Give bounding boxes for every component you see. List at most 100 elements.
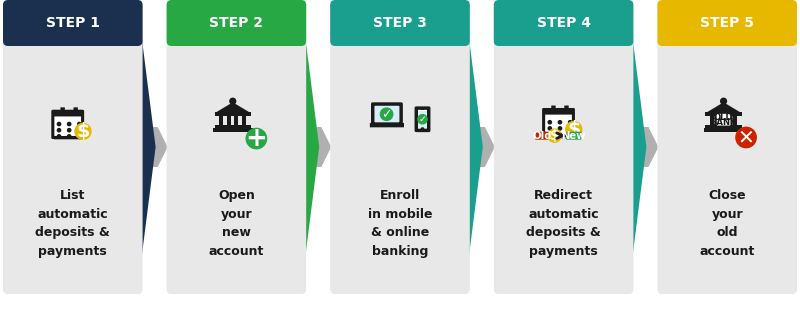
Bar bbox=[375, 106, 399, 122]
Circle shape bbox=[569, 121, 572, 124]
Circle shape bbox=[558, 133, 562, 136]
Polygon shape bbox=[706, 102, 742, 113]
Bar bbox=[242, 115, 246, 126]
Polygon shape bbox=[465, 5, 482, 289]
FancyBboxPatch shape bbox=[373, 104, 401, 124]
Text: $: $ bbox=[76, 122, 90, 141]
Polygon shape bbox=[473, 127, 494, 167]
Text: Redirect
automatic
deposits &
payments: Redirect automatic deposits & payments bbox=[526, 189, 601, 258]
FancyBboxPatch shape bbox=[544, 108, 574, 115]
Circle shape bbox=[418, 115, 427, 124]
Circle shape bbox=[736, 127, 756, 148]
FancyBboxPatch shape bbox=[564, 105, 569, 111]
FancyBboxPatch shape bbox=[61, 107, 65, 113]
Bar bbox=[544, 135, 573, 136]
FancyBboxPatch shape bbox=[658, 0, 797, 46]
Text: STEP 4: STEP 4 bbox=[537, 16, 590, 30]
FancyBboxPatch shape bbox=[494, 0, 634, 46]
Bar bbox=[234, 115, 238, 126]
Bar bbox=[214, 125, 251, 129]
Bar bbox=[710, 115, 714, 126]
FancyBboxPatch shape bbox=[658, 0, 797, 294]
Bar bbox=[718, 115, 722, 126]
Circle shape bbox=[78, 135, 81, 138]
Bar bbox=[418, 111, 427, 128]
Polygon shape bbox=[214, 102, 251, 113]
Bar bbox=[706, 125, 742, 129]
Circle shape bbox=[67, 135, 71, 138]
Text: OLD: OLD bbox=[714, 113, 734, 122]
Text: Enroll
in mobile
& online
banking: Enroll in mobile & online banking bbox=[368, 189, 432, 258]
Circle shape bbox=[548, 121, 551, 124]
Circle shape bbox=[558, 127, 562, 130]
Bar bbox=[499, 23, 629, 41]
Text: List
automatic
deposits &
payments: List automatic deposits & payments bbox=[35, 189, 110, 258]
Text: STEP 3: STEP 3 bbox=[373, 16, 427, 30]
Bar bbox=[54, 137, 82, 138]
Circle shape bbox=[569, 127, 572, 130]
Text: STEP 5: STEP 5 bbox=[700, 16, 754, 30]
Bar bbox=[219, 115, 223, 126]
Polygon shape bbox=[637, 127, 658, 167]
FancyBboxPatch shape bbox=[566, 132, 582, 140]
Circle shape bbox=[566, 122, 582, 137]
FancyBboxPatch shape bbox=[535, 132, 548, 140]
Bar bbox=[8, 23, 138, 41]
Circle shape bbox=[721, 98, 726, 104]
Text: Close
your
old
account: Close your old account bbox=[699, 189, 755, 258]
Circle shape bbox=[58, 135, 61, 138]
Circle shape bbox=[381, 108, 393, 120]
Bar bbox=[704, 128, 743, 132]
FancyBboxPatch shape bbox=[166, 0, 306, 46]
Text: ✕: ✕ bbox=[738, 128, 754, 147]
Circle shape bbox=[67, 122, 71, 126]
FancyBboxPatch shape bbox=[715, 113, 731, 126]
Circle shape bbox=[422, 128, 424, 131]
FancyBboxPatch shape bbox=[3, 0, 142, 294]
Bar bbox=[54, 139, 82, 140]
Text: $: $ bbox=[567, 120, 580, 139]
Bar bbox=[421, 109, 424, 110]
Bar bbox=[171, 23, 301, 41]
FancyBboxPatch shape bbox=[166, 0, 306, 294]
FancyBboxPatch shape bbox=[53, 110, 82, 117]
FancyBboxPatch shape bbox=[416, 108, 429, 131]
Text: $: $ bbox=[550, 129, 559, 143]
Circle shape bbox=[78, 122, 81, 126]
Circle shape bbox=[548, 129, 561, 142]
Bar bbox=[733, 115, 737, 126]
Circle shape bbox=[78, 129, 81, 132]
Circle shape bbox=[548, 127, 551, 130]
Polygon shape bbox=[301, 5, 319, 289]
FancyBboxPatch shape bbox=[551, 105, 556, 111]
Text: +: + bbox=[246, 126, 267, 152]
Circle shape bbox=[246, 128, 266, 149]
Text: STEP 2: STEP 2 bbox=[210, 16, 263, 30]
Polygon shape bbox=[138, 5, 155, 289]
Text: ✓: ✓ bbox=[418, 115, 426, 124]
Polygon shape bbox=[629, 5, 646, 289]
FancyBboxPatch shape bbox=[544, 109, 574, 136]
Circle shape bbox=[67, 129, 71, 132]
Bar bbox=[213, 128, 253, 132]
Circle shape bbox=[548, 133, 551, 136]
Text: STEP 1: STEP 1 bbox=[46, 16, 100, 30]
FancyBboxPatch shape bbox=[330, 0, 470, 46]
Text: New: New bbox=[562, 131, 586, 141]
Circle shape bbox=[569, 133, 572, 136]
FancyBboxPatch shape bbox=[494, 0, 634, 294]
Bar bbox=[706, 112, 742, 116]
Polygon shape bbox=[309, 127, 331, 167]
FancyBboxPatch shape bbox=[74, 107, 78, 113]
Circle shape bbox=[558, 121, 562, 124]
Circle shape bbox=[230, 98, 236, 104]
Bar bbox=[544, 137, 573, 139]
Text: ✓: ✓ bbox=[382, 108, 392, 121]
Bar bbox=[227, 115, 231, 126]
Circle shape bbox=[58, 122, 61, 126]
Text: Old: Old bbox=[532, 131, 552, 141]
Bar bbox=[726, 115, 729, 126]
Bar bbox=[335, 23, 465, 41]
Polygon shape bbox=[146, 127, 168, 167]
Bar bbox=[214, 112, 251, 116]
